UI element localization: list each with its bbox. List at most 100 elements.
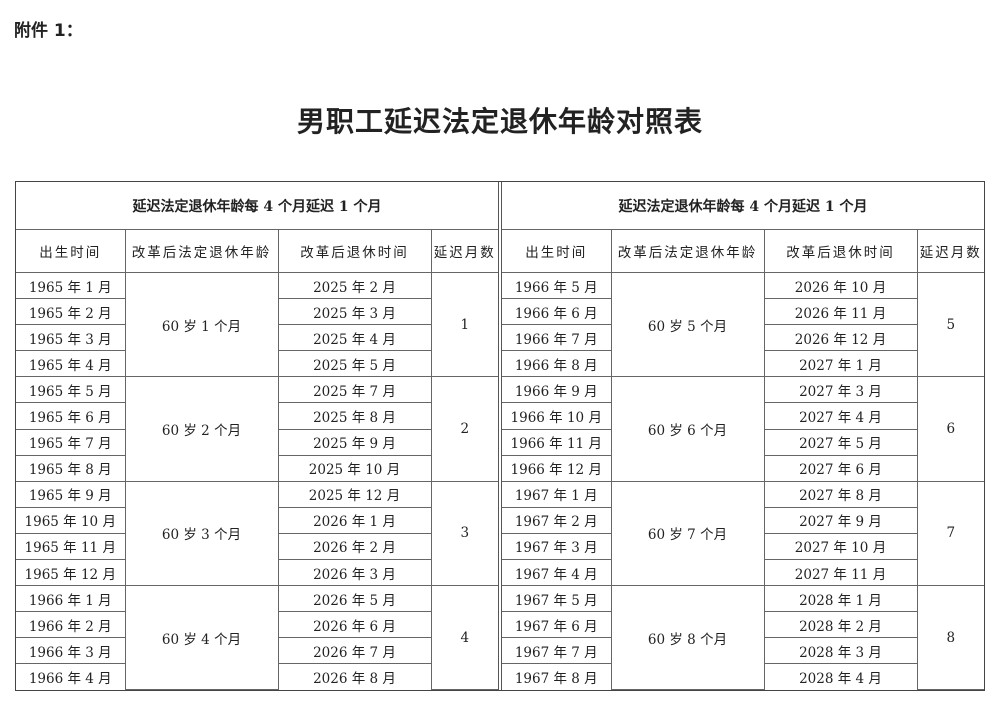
birth-header: 出生时间	[16, 229, 126, 273]
birth-cell: 1965 年 10 月	[16, 506, 126, 534]
retire-cell: 2028 年 2 月	[763, 611, 917, 639]
birth-cell: 1967 年 8 月	[502, 663, 612, 690]
retire-cell: 2026 年 11 月	[763, 298, 917, 326]
table-row: 1966 年 2 月 2026 年 6 月	[16, 611, 498, 639]
table-row: 1965 年 11 月 2026 年 2 月	[16, 532, 498, 561]
months-cell: 6	[916, 376, 985, 482]
retire-header: 改革后退休时间	[277, 229, 432, 273]
retire-cell: 2028 年 3 月	[763, 637, 917, 665]
caption-row: 延迟法定退休年龄每 4 个月延迟 1 个月	[16, 182, 499, 230]
retire-cell: 2025 年 2 月	[277, 271, 432, 300]
months-cell: 7	[916, 480, 985, 587]
table-row: 1967 年 4 月 2027 年 11 月	[502, 559, 984, 587]
table-divider	[498, 182, 502, 690]
birth-cell: 1965 年 5 月	[16, 376, 126, 404]
table-row: 1965 年 10 月 2026 年 1 月	[16, 506, 498, 534]
table-row: 1966 年 4 月 2026 年 8 月	[16, 663, 498, 690]
table-caption: 延迟法定退休年龄每 4 个月延迟 1 个月	[16, 182, 499, 230]
table-row: 1966 年 8 月 2027 年 1 月	[502, 350, 984, 378]
age-cell: 60 岁 7 个月	[610, 480, 765, 587]
table-row: 1967 年 7 月 2028 年 3 月	[502, 637, 984, 665]
birth-cell: 1966 年 7 月	[502, 324, 612, 352]
months-header: 延迟月数	[430, 229, 499, 273]
age-header: 改革后法定退休年龄	[124, 229, 279, 273]
months-cell: 3	[430, 480, 499, 587]
birth-header: 出生时间	[502, 229, 612, 273]
birth-cell: 1967 年 6 月	[502, 611, 612, 639]
age-cell: 60 岁 8 个月	[610, 585, 765, 690]
birth-cell: 1965 年 11 月	[16, 532, 126, 561]
retire-cell: 2026 年 3 月	[277, 559, 431, 587]
table-row: 1967 年 3 月 2027 年 10 月	[502, 532, 984, 561]
header-row: 出生时间 改革后法定退休年龄 改革后退休时间 延迟月数	[502, 229, 985, 273]
retire-cell: 2027 年 9 月	[763, 506, 917, 534]
birth-cell: 1965 年 2 月	[16, 298, 126, 326]
table-row: 1966 年 3 月 2026 年 7 月	[16, 637, 498, 665]
birth-cell: 1967 年 1 月	[502, 480, 612, 508]
table-row: 1965 年 7 月 2025 年 9 月	[16, 428, 498, 456]
birth-cell: 1967 年 4 月	[502, 559, 612, 587]
table-row: 1967 年 6 月 2028 年 2 月	[502, 611, 984, 639]
table-row: 1967 年 8 月 2028 年 4 月	[502, 663, 984, 690]
months-cell: 5	[916, 271, 985, 378]
birth-cell: 1967 年 7 月	[502, 637, 612, 665]
retire-cell: 2027 年 6 月	[763, 454, 917, 482]
birth-cell: 1966 年 10 月	[502, 402, 612, 430]
age-cell: 60 岁 3 个月	[124, 480, 279, 587]
months-cell: 2	[430, 376, 499, 482]
table-caption: 延迟法定退休年龄每 4 个月延迟 1 个月	[502, 182, 985, 230]
age-cell: 60 岁 1 个月	[124, 271, 279, 378]
caption-row: 延迟法定退休年龄每 4 个月延迟 1 个月	[502, 182, 985, 230]
table-row: 1965 年 8 月 2025 年 10 月	[16, 454, 498, 482]
age-header: 改革后法定退休年龄	[610, 229, 765, 273]
retire-cell: 2025 年 7 月	[277, 376, 432, 404]
page-title: 男职工延迟法定退休年龄对照表	[296, 105, 703, 138]
retire-cell: 2025 年 5 月	[277, 350, 431, 378]
retire-cell: 2027 年 3 月	[763, 376, 918, 404]
retire-header: 改革后退休时间	[763, 229, 918, 273]
header-row: 出生时间 改革后法定退休年龄 改革后退休时间 延迟月数	[16, 229, 499, 273]
retire-cell: 2026 年 12 月	[763, 324, 917, 352]
birth-cell: 1967 年 2 月	[502, 506, 612, 534]
birth-cell: 1966 年 12 月	[502, 454, 612, 482]
months-cell: 1	[430, 271, 499, 378]
birth-cell: 1966 年 8 月	[502, 350, 612, 378]
retire-cell: 2026 年 5 月	[277, 585, 432, 613]
months-cell: 4	[430, 585, 499, 690]
birth-cell: 1965 年 9 月	[16, 480, 126, 508]
retire-cell: 2025 年 9 月	[277, 428, 431, 456]
retire-cell: 2025 年 3 月	[277, 298, 431, 326]
birth-cell: 1965 年 6 月	[16, 402, 126, 430]
annex-label: 附件 1：	[14, 21, 83, 41]
retire-cell: 2026 年 1 月	[277, 506, 431, 534]
table-right: 延迟法定退休年龄每 4 个月延迟 1 个月 出生时间 改革后法定退休年龄 改革后退休时…	[502, 182, 985, 690]
age-cell: 60 岁 2 个月	[124, 376, 279, 482]
birth-cell: 1965 年 1 月	[16, 271, 126, 300]
retire-cell: 2028 年 1 月	[763, 585, 918, 613]
retire-cell: 2028 年 4 月	[763, 663, 917, 690]
birth-cell: 1965 年 12 月	[16, 559, 126, 587]
age-cell: 60 岁 4 个月	[124, 585, 279, 690]
birth-cell: 1965 年 3 月	[16, 324, 126, 352]
birth-cell: 1965 年 4 月	[16, 350, 126, 378]
retire-cell: 2026 年 8 月	[277, 663, 431, 690]
retire-cell: 2027 年 4 月	[763, 402, 917, 430]
retire-cell: 2026 年 6 月	[277, 611, 431, 639]
table-row: 1966 年 7 月 2026 年 12 月	[502, 324, 984, 352]
retire-cell: 2025 年 10 月	[277, 454, 431, 482]
retire-cell: 2027 年 10 月	[763, 532, 917, 561]
retire-cell: 2026 年 10 月	[763, 271, 918, 300]
retire-cell: 2027 年 11 月	[763, 559, 917, 587]
birth-cell: 1966 年 3 月	[16, 637, 126, 665]
retire-cell: 2025 年 4 月	[277, 324, 431, 352]
birth-cell: 1966 年 2 月	[16, 611, 126, 639]
retire-cell: 2027 年 5 月	[763, 428, 917, 456]
birth-cell: 1966 年 1 月	[16, 585, 126, 613]
